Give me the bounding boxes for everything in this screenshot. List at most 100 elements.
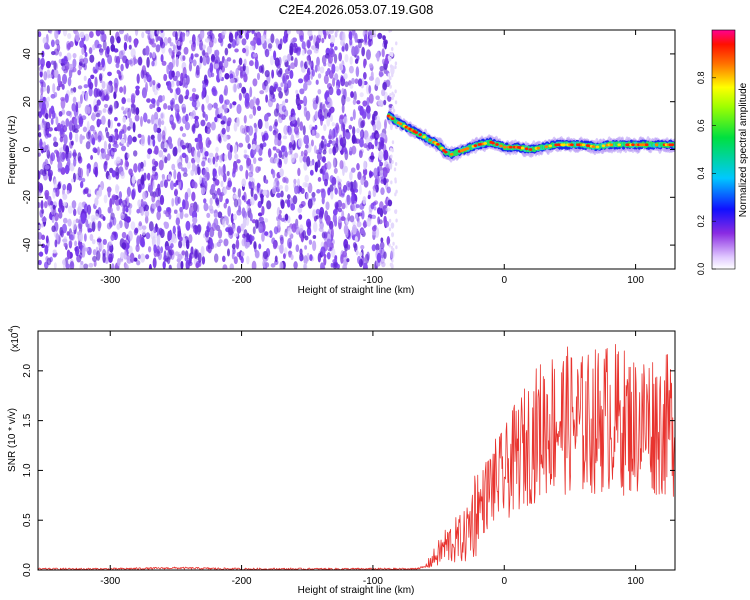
noise-blob bbox=[342, 31, 346, 43]
noise-blob bbox=[93, 87, 99, 98]
noise-blob bbox=[129, 252, 135, 264]
noise-blob bbox=[143, 112, 148, 123]
colorbar bbox=[711, 29, 736, 270]
noise-blob bbox=[359, 137, 364, 148]
noise-blob bbox=[299, 248, 303, 256]
noise-blob bbox=[172, 235, 178, 244]
track-peak bbox=[390, 117, 395, 121]
noise-blob bbox=[251, 143, 257, 150]
noise-blob bbox=[311, 69, 315, 77]
noise-blob bbox=[61, 73, 68, 85]
noise-blob bbox=[150, 134, 155, 140]
spectrogram-signal-track bbox=[386, 108, 675, 163]
noise-blob bbox=[90, 133, 95, 145]
noise-blob bbox=[219, 112, 223, 120]
noise-blob bbox=[171, 49, 175, 56]
noise-blob bbox=[181, 31, 186, 42]
noise-blob bbox=[238, 57, 243, 66]
noise-blob bbox=[148, 221, 154, 232]
noise-blob bbox=[126, 141, 130, 148]
noise-blob bbox=[59, 123, 64, 135]
noise-blob bbox=[262, 142, 267, 148]
noise-blob bbox=[68, 63, 74, 71]
noise-blob bbox=[233, 122, 238, 132]
noise-blob bbox=[199, 30, 205, 39]
noise-blob bbox=[231, 39, 237, 48]
noise-blob bbox=[231, 170, 236, 178]
noise-blob bbox=[91, 239, 96, 245]
noise-blob bbox=[219, 60, 224, 69]
noise-blob bbox=[385, 220, 390, 228]
noise-blob bbox=[96, 250, 101, 261]
noise-blob bbox=[333, 53, 338, 64]
noise-blob bbox=[77, 85, 83, 90]
noise-blob bbox=[55, 116, 59, 126]
noise-blob bbox=[273, 50, 277, 61]
noise-blob bbox=[51, 109, 56, 120]
noise-blob bbox=[84, 247, 90, 252]
noise-blob bbox=[290, 254, 294, 261]
noise-blob bbox=[338, 52, 343, 62]
noise-blob bbox=[151, 158, 156, 166]
noise-blob bbox=[63, 242, 68, 248]
noise-blob bbox=[330, 191, 334, 200]
noise-blob bbox=[43, 70, 48, 81]
noise-blob bbox=[227, 248, 230, 257]
noise-blob bbox=[161, 174, 165, 179]
noise-blob bbox=[317, 252, 322, 263]
noise-blob bbox=[226, 57, 232, 62]
noise-blob bbox=[161, 94, 165, 102]
noise-blob bbox=[167, 37, 172, 44]
noise-blob bbox=[133, 38, 138, 48]
noise-blob bbox=[338, 187, 342, 197]
noise-blob bbox=[208, 156, 213, 166]
noise-blob bbox=[356, 100, 361, 105]
noise-blob bbox=[264, 120, 269, 129]
noise-blob bbox=[275, 148, 281, 154]
noise-blob bbox=[120, 251, 124, 259]
noise-blob bbox=[249, 86, 253, 98]
noise-blob bbox=[102, 39, 107, 51]
noise-blob bbox=[265, 262, 270, 268]
noise-blob bbox=[255, 98, 260, 106]
noise-blob bbox=[329, 175, 335, 184]
noise-blob bbox=[368, 170, 373, 179]
noise-blob bbox=[307, 221, 312, 230]
spectrogram-x-tick-label: -100 bbox=[363, 275, 383, 286]
noise-blob bbox=[362, 221, 368, 228]
noise-blob bbox=[370, 202, 375, 210]
noise-blob bbox=[185, 89, 190, 97]
noise-blob bbox=[305, 192, 310, 200]
noise-blob bbox=[328, 147, 333, 155]
noise-blob bbox=[104, 160, 108, 166]
noise-blob bbox=[194, 115, 199, 120]
noise-blob bbox=[87, 106, 91, 114]
noise-blob bbox=[151, 42, 157, 48]
noise-blob bbox=[260, 193, 264, 205]
noise-blob bbox=[140, 134, 145, 145]
noise-blob bbox=[331, 129, 335, 141]
noise-blob bbox=[348, 124, 353, 130]
noise-blob bbox=[330, 247, 336, 258]
noise-blob bbox=[70, 140, 74, 146]
noise-blob bbox=[165, 245, 171, 251]
noise-blob bbox=[241, 38, 247, 46]
noise-blob bbox=[238, 34, 243, 39]
noise-blob bbox=[207, 67, 213, 78]
noise-blob bbox=[168, 61, 174, 71]
noise-blob bbox=[98, 65, 103, 71]
noise-blob bbox=[210, 184, 216, 193]
noise-blob bbox=[137, 183, 142, 194]
noise-blob bbox=[45, 112, 49, 120]
noise-blob bbox=[146, 74, 152, 83]
noise-blob bbox=[156, 99, 160, 107]
noise-blob bbox=[105, 131, 110, 139]
noise-blob bbox=[232, 59, 236, 64]
noise-blob bbox=[317, 73, 322, 79]
noise-blob bbox=[371, 113, 375, 123]
noise-blob bbox=[202, 55, 208, 66]
noise-blob bbox=[121, 242, 127, 250]
noise-blob bbox=[204, 229, 210, 238]
noise-blob bbox=[237, 64, 242, 71]
noise-blob bbox=[300, 150, 304, 157]
